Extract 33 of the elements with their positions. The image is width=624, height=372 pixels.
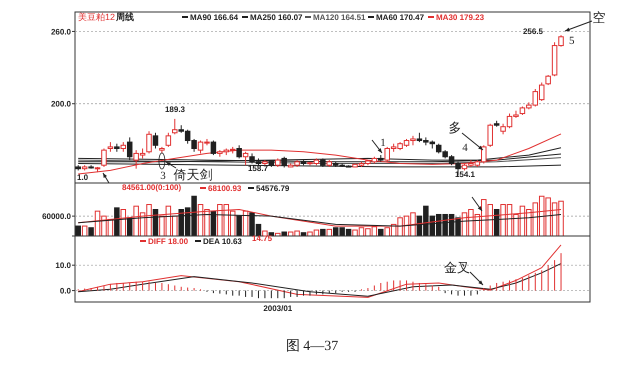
legend-label: DEA 10.63 bbox=[203, 237, 242, 246]
y-tick-label: 260.0 bbox=[50, 27, 72, 36]
annotation: 4 bbox=[462, 142, 468, 154]
chart-subtitle: 周线 bbox=[115, 12, 134, 22]
annotation: 256.5 bbox=[522, 27, 544, 36]
legend-label: MA250 160.07 bbox=[250, 13, 304, 22]
legend-label: MA120 164.51 bbox=[313, 13, 366, 22]
y-tick-label: 60000.0 bbox=[42, 212, 72, 222]
annotation: 金叉 bbox=[444, 260, 470, 275]
annotation: 倚天剑 bbox=[174, 167, 212, 182]
text: 空 bbox=[592, 10, 606, 25]
annotation: 5 bbox=[569, 35, 575, 47]
legend-label: MA30 179.23 bbox=[436, 13, 485, 22]
caption: 图 4—37 bbox=[286, 339, 338, 354]
legend-label: MA60 170.47 bbox=[376, 13, 425, 22]
annotation: 1 bbox=[380, 137, 386, 149]
legend-label: MA90 166.64 bbox=[190, 13, 239, 22]
annotation: 154.1 bbox=[454, 170, 476, 179]
annotation: 158.7 bbox=[248, 164, 269, 173]
legend-label: 68100.93 bbox=[208, 184, 242, 193]
annotation: 84561.00(0:100) bbox=[122, 183, 182, 192]
annotation: 多 bbox=[448, 120, 462, 135]
annotation: 14.75 bbox=[252, 234, 273, 243]
x-tick-label: 2003/01 bbox=[263, 304, 293, 313]
annotation: 189.3 bbox=[164, 105, 186, 114]
legend-label: DIFF 18.00 bbox=[148, 237, 189, 246]
annotation: 1.0 bbox=[77, 173, 89, 182]
y-tick-label: 10.0 bbox=[55, 261, 72, 270]
y-tick-label: 200.0 bbox=[50, 100, 72, 109]
legend-label: 54576.79 bbox=[256, 184, 290, 193]
chart-title: 美豆粕12 bbox=[78, 12, 116, 22]
y-tick-label: 0.0 bbox=[60, 286, 72, 296]
annotation: 3 bbox=[160, 170, 166, 182]
